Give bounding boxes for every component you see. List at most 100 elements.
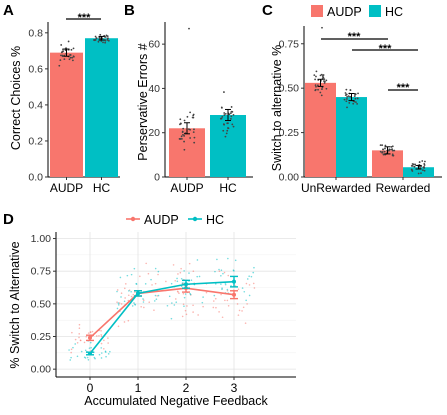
panel-c-point — [321, 88, 323, 90]
panel-b-letter: B — [124, 2, 135, 19]
panel-c-point — [391, 153, 394, 156]
panel-a-point — [71, 56, 74, 59]
panel-a-point — [94, 35, 97, 38]
panel-d-point-hc — [109, 350, 111, 353]
panel-d-point-hc — [154, 267, 157, 270]
panel-c-ytick-label: 0.25 — [279, 127, 300, 139]
panel-a-point — [70, 48, 73, 51]
panel-d-point-hc — [226, 288, 229, 291]
panel-d-point-audp — [154, 282, 157, 285]
panel-d-ylabel: % Switch to Alternative — [8, 241, 22, 368]
panel-d-point-audp — [127, 294, 130, 297]
panel-d-point-hc — [253, 266, 255, 269]
panel-d-point-hc — [80, 350, 83, 353]
panel-a-point — [59, 59, 62, 61]
panel-c-point — [320, 94, 323, 97]
panel-d-point-audp — [89, 331, 92, 333]
panel-d-point-audp — [100, 335, 103, 338]
panel-d-point-audp — [124, 297, 126, 299]
panel-d-point-audp — [127, 319, 130, 322]
panel-c-point — [317, 88, 319, 91]
panel-d-point-audp — [107, 337, 109, 339]
panel-d-point-hc — [241, 287, 244, 289]
panel-d-point-audp — [70, 351, 72, 354]
panel-d-point-audp — [253, 287, 256, 289]
panel-d-point-audp — [202, 305, 204, 308]
panel-d-point-audp — [182, 303, 185, 306]
panel-c-ytick-label: 0.50 — [279, 83, 300, 95]
panel-d-point-hc — [234, 259, 237, 262]
panel-c-point — [322, 74, 325, 76]
panel-b-point — [183, 135, 186, 137]
panel-d-point-hc — [183, 296, 186, 299]
panel-c-point — [381, 151, 384, 154]
panel-d-point-audp — [186, 305, 188, 307]
panel-d-point-audp — [205, 291, 208, 294]
panel-d-point-hc — [184, 293, 187, 295]
panel-c-point — [410, 168, 413, 171]
panel-d-xtick-label: 3 — [231, 381, 238, 395]
panel-d-point-hc — [84, 357, 87, 359]
panel-c-point — [381, 144, 384, 147]
panel-d-point-hc — [133, 267, 136, 270]
panel-d-point-hc — [227, 257, 229, 260]
panel-d-point-hc — [98, 353, 101, 356]
panel-d-point-hc — [175, 301, 178, 304]
panel-d-point-audp — [223, 271, 226, 274]
panel-c-point — [421, 169, 424, 172]
panel-d-point-audp — [103, 339, 105, 342]
panel-d-point-audp — [244, 322, 247, 324]
panel-d-point-audp — [123, 287, 126, 290]
panel-d-point-hc — [171, 302, 173, 304]
panel-c-point — [345, 100, 348, 103]
panel-c-point — [384, 147, 386, 150]
panel-b-point — [230, 117, 232, 120]
panel-b: B 0 20 40 60 AUDP HC Perservative Errors # — [124, 2, 253, 195]
panel-a-point — [71, 59, 74, 62]
panel-c-point — [424, 160, 426, 163]
panel-c-point — [412, 163, 415, 166]
panel-d-point-audp — [248, 284, 251, 286]
panel-d-point-hc — [94, 357, 96, 360]
panel-d-point-hc — [104, 350, 107, 353]
panel-c-point — [423, 169, 426, 172]
panel-c-point — [357, 92, 359, 95]
panel-c-point — [352, 102, 355, 105]
panel-d-point-hc — [166, 304, 169, 307]
panel-d-point-hc — [176, 280, 179, 283]
panel-d-point-hc — [157, 270, 160, 273]
panel-c-point — [390, 146, 393, 148]
panel-c-point — [411, 165, 414, 167]
panel-b-ytick-label: 20 — [148, 127, 160, 139]
panel-d-point-audp — [237, 314, 240, 316]
legend-label-audp: AUDP — [327, 5, 362, 19]
panel-d-point-audp — [116, 289, 119, 291]
panel-a-point — [97, 40, 100, 43]
panel-d-point-hc — [198, 275, 201, 278]
panel-d-point-hc — [182, 282, 184, 284]
panel-c-point — [355, 101, 357, 104]
panel-d-point-audp — [241, 310, 243, 312]
panel-d-point-audp — [124, 283, 127, 285]
panel-c-point — [322, 76, 325, 79]
panel-d-point-audp — [120, 292, 123, 294]
panel-b-point — [193, 141, 196, 144]
panel-d-marker-hc — [232, 279, 236, 284]
panel-d-point-hc — [100, 357, 103, 359]
panel-b-point — [231, 123, 234, 126]
legend-swatch-audp — [311, 5, 323, 17]
panel-d-point-audp — [78, 327, 81, 330]
panel-c-point — [347, 95, 350, 98]
panel-a-point — [60, 54, 62, 57]
panel-b-point — [181, 130, 184, 133]
panel-a-xtick-label: AUDP — [50, 181, 83, 195]
panel-d-point-hc — [90, 346, 92, 349]
panel-c-point — [315, 70, 318, 73]
panel-c-point — [325, 87, 328, 90]
panel-d-point-hc — [216, 258, 218, 261]
panel-d-point-hc — [248, 294, 251, 297]
panel-d-marker-hc — [88, 351, 92, 356]
panel-b-point — [189, 137, 192, 139]
panel-a-point — [69, 56, 72, 59]
